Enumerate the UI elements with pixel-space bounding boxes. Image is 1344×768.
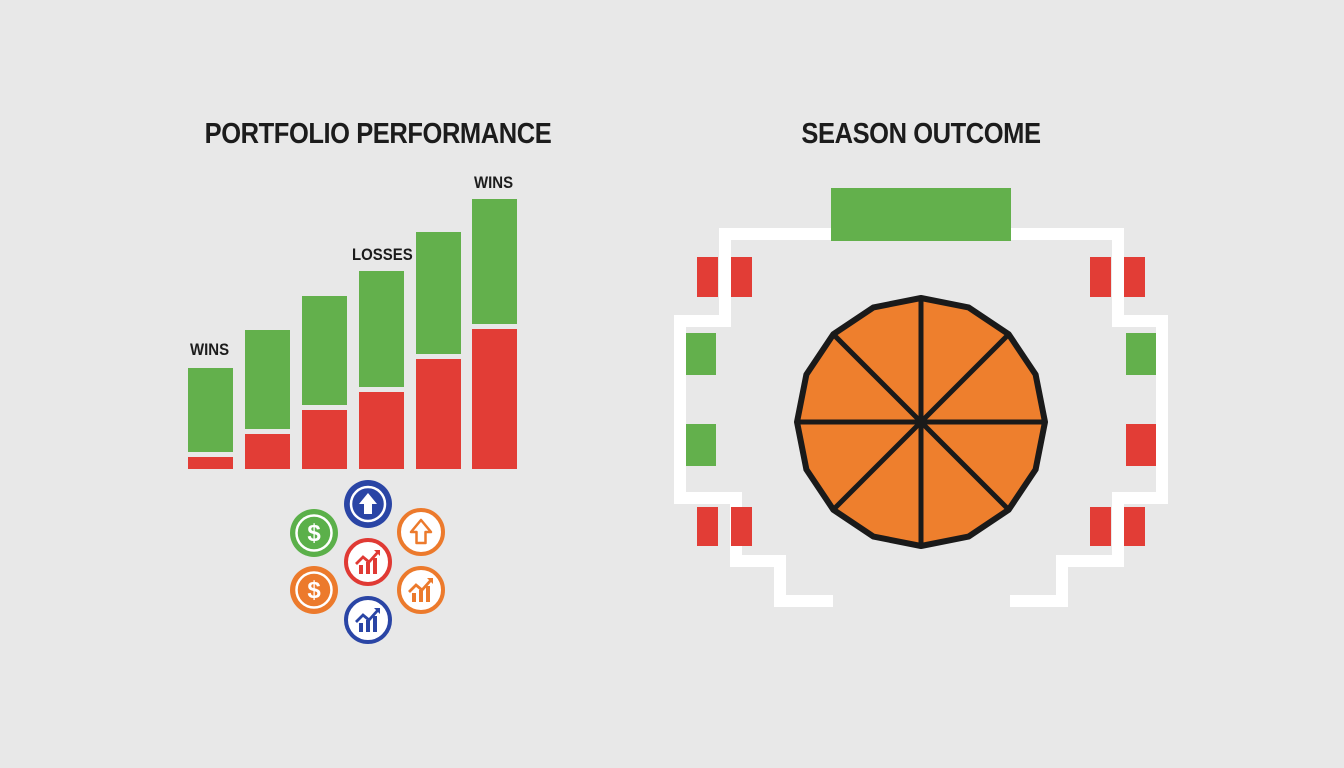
svg-text:$: $ <box>307 577 321 604</box>
loss-segment <box>245 434 290 469</box>
basketball-icon <box>794 295 1048 549</box>
growth-chart-icon <box>344 538 392 586</box>
win-segment <box>359 271 404 387</box>
portfolio-performance-title: PORTFOLIO PERFORMANCE <box>204 118 552 150</box>
up-arrow-icon <box>344 480 392 528</box>
dollar-icon: $ <box>290 566 338 614</box>
win-segment <box>302 296 347 405</box>
loss-segment <box>416 359 461 469</box>
championship-win-block <box>831 188 1011 241</box>
loss-segment <box>188 457 233 469</box>
win-segment <box>416 232 461 354</box>
up-arrow-outline-icon <box>397 508 445 556</box>
dollar-icon: $ <box>290 509 338 557</box>
win-segment <box>188 368 233 452</box>
growth-chart-icon <box>344 596 392 644</box>
bar-annotation: WINS <box>474 173 514 192</box>
svg-text:$: $ <box>307 520 321 547</box>
bracket-frame <box>674 228 1168 607</box>
season-outcome-title: SEASON OUTCOME <box>801 118 1041 150</box>
win-segment <box>245 330 290 429</box>
win-segment <box>472 199 517 324</box>
growth-chart-icon <box>397 566 445 614</box>
bar-annotation: WINS <box>190 340 230 359</box>
loss-segment <box>302 410 347 469</box>
bar-annotation: LOSSES <box>352 245 413 264</box>
loss-segment <box>472 329 517 469</box>
loss-segment <box>359 392 404 469</box>
right-result-blocks <box>1090 257 1156 546</box>
left-result-blocks <box>686 257 752 546</box>
